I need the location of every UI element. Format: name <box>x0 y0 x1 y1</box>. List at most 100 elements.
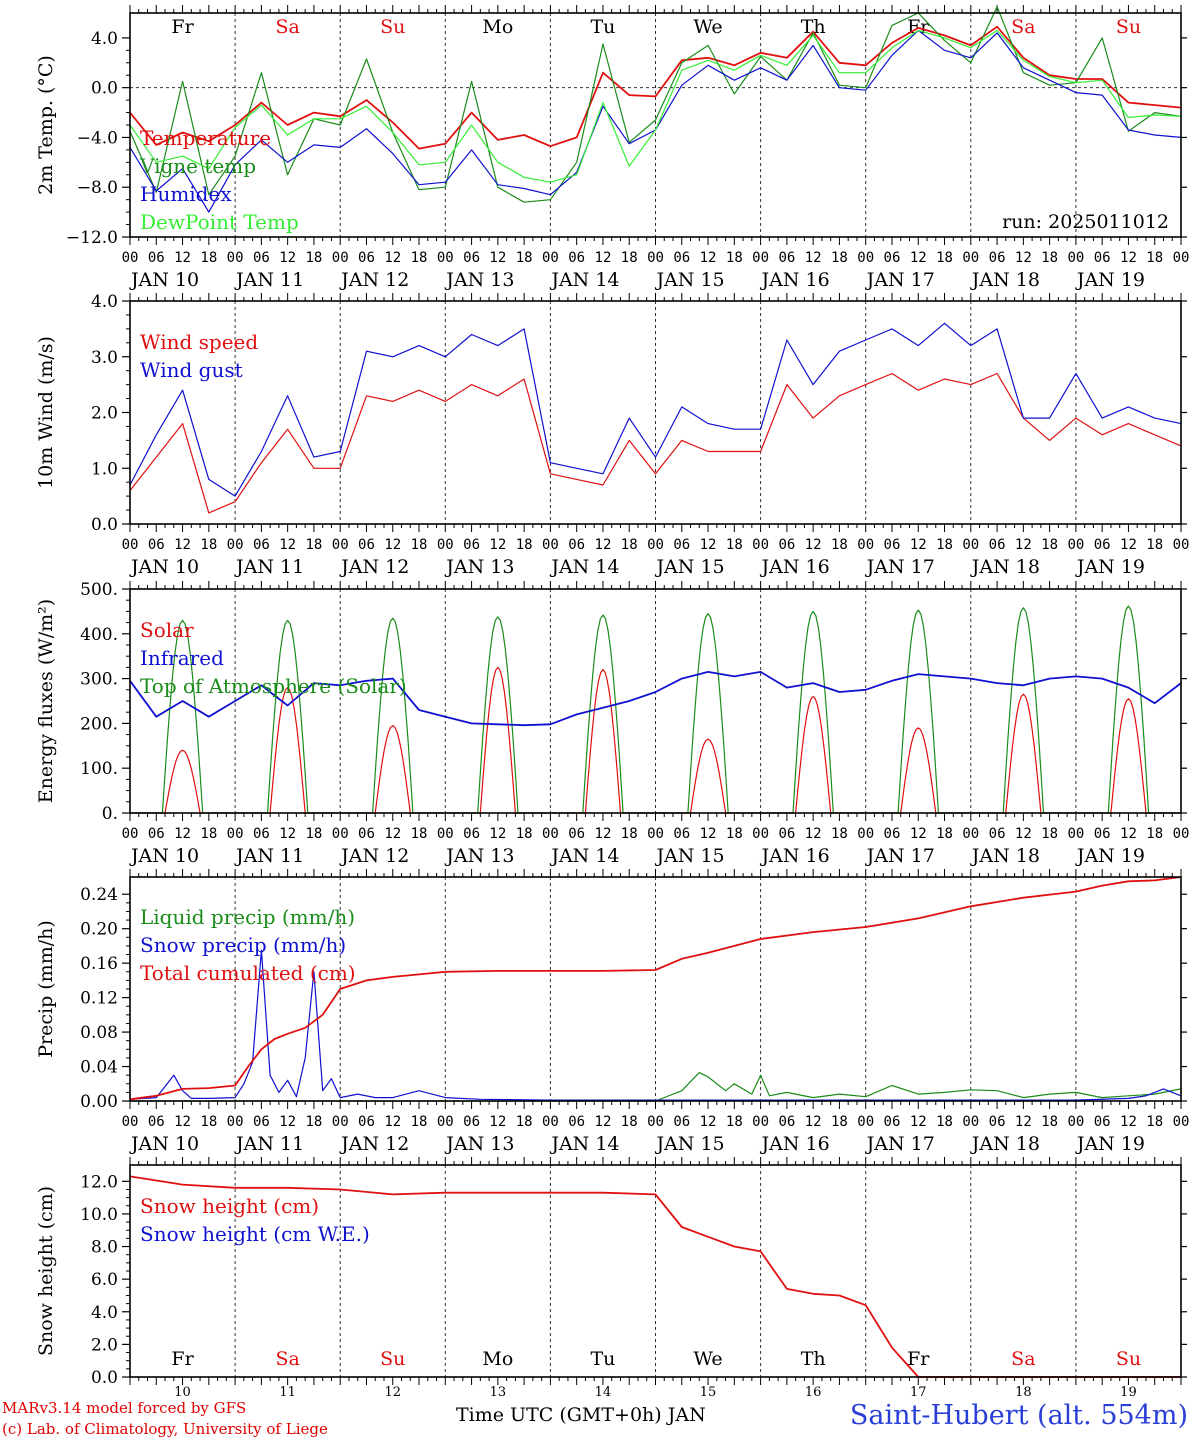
x-hour-label: 12 <box>805 250 822 266</box>
x-date-label: JAN 14 <box>549 1133 619 1155</box>
x-hour-label: 18 <box>305 826 322 842</box>
x-hour-label: 00 <box>857 537 874 553</box>
x-date-number: 13 <box>490 1385 507 1400</box>
x-hour-label: 06 <box>1094 537 1111 553</box>
plot-frame <box>129 588 1182 814</box>
x-hour-label: 00 <box>647 826 664 842</box>
y-tick-label: 0.16 <box>80 954 118 974</box>
x-hour-label: 18 <box>516 250 533 266</box>
x-hour-label: 12 <box>595 826 612 842</box>
x-hour-label: 18 <box>1041 826 1058 842</box>
x-hour-label: 06 <box>568 537 585 553</box>
y-tick-label: 0.12 <box>80 989 118 1009</box>
run-annotation: run: 2025011012 <box>1002 211 1169 233</box>
y-tick-label: 0.0 <box>91 515 118 535</box>
x-date-label: JAN 11 <box>234 269 304 291</box>
x-hour-label: 18 <box>726 250 743 266</box>
x-date-label: JAN 15 <box>654 1133 724 1155</box>
x-date-number: 10 <box>174 1385 191 1400</box>
y-tick-label: 500. <box>80 580 118 600</box>
x-hour-label: 00 <box>437 250 454 266</box>
x-hour-label: 12 <box>1120 1114 1137 1130</box>
x-hour-label: 06 <box>989 537 1006 553</box>
x-date-label: JAN 14 <box>549 845 619 867</box>
y-tick-label: 4.0 <box>91 29 118 49</box>
x-hour-label: 06 <box>358 250 375 266</box>
x-hour-label: 18 <box>411 1114 428 1130</box>
x-hour-label: 18 <box>621 1114 638 1130</box>
x-hour-label: 12 <box>489 1114 506 1130</box>
weekday-label: Fr <box>907 1348 930 1370</box>
x-date-label: JAN 19 <box>1075 556 1145 578</box>
x-hour-label: 00 <box>962 537 979 553</box>
x-hour-label: 18 <box>1146 250 1163 266</box>
x-hour-label: 06 <box>989 250 1006 266</box>
x-hour-label: 06 <box>148 250 165 266</box>
legend-entry: Temperature <box>140 126 271 150</box>
x-hour-label: 06 <box>358 826 375 842</box>
x-date-label: JAN 11 <box>234 1133 304 1155</box>
legend-entry: Snow height (cm W.E.) <box>140 1222 370 1246</box>
x-hour-label: 12 <box>384 1114 401 1130</box>
x-date-label: JAN 16 <box>760 845 830 867</box>
y-tick-label: 1.0 <box>91 459 118 479</box>
x-date-label: JAN 16 <box>760 269 830 291</box>
weekday-label: Su <box>380 1348 405 1370</box>
x-hour-label: 18 <box>305 1114 322 1130</box>
weekday-label: Fr <box>171 16 194 38</box>
x-hour-label: 12 <box>910 826 927 842</box>
x-hour-label: 18 <box>726 826 743 842</box>
x-hour-label: 00 <box>542 250 559 266</box>
x-date-label: JAN 12 <box>339 556 409 578</box>
x-hour-label: 12 <box>595 537 612 553</box>
x-hour-label: 12 <box>279 250 296 266</box>
x-hour-label: 18 <box>1041 537 1058 553</box>
x-hour-label: 06 <box>884 537 901 553</box>
x-hour-label: 00 <box>227 1114 244 1130</box>
x-hour-label: 18 <box>516 1114 533 1130</box>
legend-entry: Infrared <box>140 646 224 670</box>
x-date-label: JAN 10 <box>129 269 199 291</box>
x-hour-label: 12 <box>1120 250 1137 266</box>
station-name: Saint-Hubert (alt. 554m) <box>849 1400 1188 1431</box>
legend-entry: Humidex <box>140 182 232 206</box>
x-date-label: JAN 10 <box>129 556 199 578</box>
y-tick-label: −12.0 <box>66 228 118 248</box>
y-tick-label: 3.0 <box>91 348 118 368</box>
weekday-label: Sa <box>1011 16 1035 38</box>
x-hour-label: 00 <box>1067 826 1084 842</box>
x-hour-label: 00 <box>1067 250 1084 266</box>
x-date-label: JAN 10 <box>129 845 199 867</box>
x-date-label: JAN 15 <box>654 269 724 291</box>
x-date-label: JAN 14 <box>549 269 619 291</box>
x-hour-label: 18 <box>726 1114 743 1130</box>
x-hour-label: 06 <box>148 826 165 842</box>
y-tick-label: 8.0 <box>91 1238 118 1258</box>
y-tick-label: 400. <box>80 625 118 645</box>
y-axis-label: 2m Temp. (°C) <box>35 55 57 195</box>
x-hour-label: 18 <box>831 826 848 842</box>
x-hour-label: 00 <box>122 537 139 553</box>
x-hour-label: 18 <box>411 250 428 266</box>
x-hour-label: 06 <box>253 826 270 842</box>
legend-entry: Solar <box>140 618 194 642</box>
x-hour-label: 06 <box>884 250 901 266</box>
x-hour-label: 00 <box>542 1114 559 1130</box>
y-tick-label: 0.0 <box>91 1368 118 1388</box>
legend-entry: Total cumulated (cm) <box>140 961 356 985</box>
x-hour-label: 18 <box>516 826 533 842</box>
legend-entry: Liquid precip (mm/h) <box>140 905 355 929</box>
x-date-label: JAN 14 <box>549 556 619 578</box>
weekday-label: Th <box>801 1348 826 1370</box>
x-hour-label: 18 <box>1146 537 1163 553</box>
x-hour-label: 12 <box>1015 826 1032 842</box>
x-axis-title: Time UTC (GMT+0h) JAN <box>456 1404 706 1426</box>
x-hour-label: 00 <box>857 826 874 842</box>
x-hour-label: 00 <box>647 537 664 553</box>
y-tick-label: 0.00 <box>80 1092 118 1112</box>
x-hour-label: 12 <box>595 1114 612 1130</box>
x-hour-label: 12 <box>384 250 401 266</box>
y-tick-label: 4.0 <box>91 1303 118 1323</box>
x-hour-label: 06 <box>358 537 375 553</box>
x-hour-label: 18 <box>200 250 217 266</box>
